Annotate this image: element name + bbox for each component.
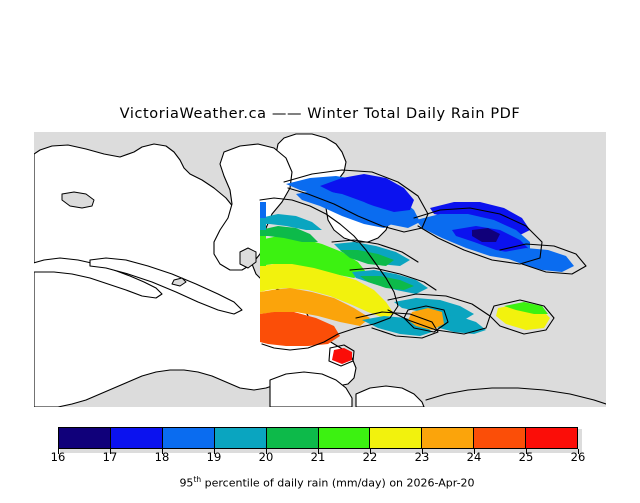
colorbar[interactable] (58, 427, 582, 453)
map-panel[interactable] (34, 132, 606, 407)
colorbar-label-23: 23 (414, 450, 430, 464)
contour-region-17-18-mayne (320, 174, 414, 212)
caption-prefix: 95 (179, 476, 194, 490)
colorbar-segment-23-24[interactable] (422, 428, 475, 448)
contour-region-23-24-saanich (260, 288, 370, 326)
colorbar-label-18: 18 (154, 450, 170, 464)
coast-southeast-teal (387, 293, 491, 335)
colorbar-segment-22-23[interactable] (370, 428, 423, 448)
colorbar-tick-24 (474, 449, 475, 454)
colorbar-shadow-right (578, 429, 582, 453)
contour-region-21-22-left-strip (260, 236, 266, 266)
contour-region-16-17-east-core (472, 228, 500, 242)
page-title: VictoriaWeather.ca —— Winter Total Daily… (119, 106, 521, 122)
colorbar-label-21: 21 (310, 450, 326, 464)
contour-region-25-26-trial-island (332, 348, 352, 364)
thin-island-chain-west (89, 257, 243, 315)
colorbar-segment-18-19[interactable] (162, 428, 215, 448)
contour-region-21-22-san-juan-edge (504, 302, 548, 314)
olympic-peninsula-landmass (269, 371, 353, 407)
colorbar-tick-21 (318, 449, 319, 454)
colorbar-segment-21-22[interactable] (318, 428, 371, 448)
coast-gulf-islands (331, 239, 419, 263)
contour-region-22-23-saanich (260, 264, 394, 318)
contour-region-18-19-east-tongue (504, 248, 574, 272)
coast-northeast-island (283, 169, 429, 233)
colorbar-tick-18 (162, 449, 163, 454)
colorbar-label-25: 25 (518, 450, 534, 464)
colorbar-segment-19-20[interactable] (214, 428, 267, 448)
colorbar-segments[interactable] (58, 427, 578, 449)
colorbar-tick-labels: 16 17 18 19 20 21 22 23 24 25 26 (0, 450, 640, 464)
coast-southeast-teal-2 (355, 311, 439, 339)
coast-far-east (499, 243, 587, 275)
colorbar-label-19: 19 (206, 450, 222, 464)
coast-east-islands (413, 207, 543, 265)
colorbar-tick-16 (58, 449, 59, 454)
contour-region-21-22-saanich (260, 236, 366, 278)
colorbar-segment-20-21[interactable] (266, 428, 319, 448)
colorbar-ticks (58, 449, 579, 455)
island-northeast-lake (239, 247, 257, 269)
colorbar-label-16: 16 (50, 450, 66, 464)
south-shore-east (355, 385, 425, 407)
contour-region-19-20-left-strip (260, 218, 266, 230)
contour-region-18-19-left-strip (260, 202, 266, 218)
coast-discovery-islet (403, 305, 449, 333)
colorbar-tick-26 (578, 449, 579, 454)
colorbar-tick-22 (370, 449, 371, 454)
colorbar-segment-17-18[interactable] (110, 428, 163, 448)
colorbar-tick-17 (110, 449, 111, 454)
coast-san-juan-islet (489, 299, 555, 335)
weather-map-page: VictoriaWeather.ca —— Winter Total Daily… (0, 106, 640, 490)
caption-rest: percentile of daily rain (mm/day) on 202… (201, 476, 475, 490)
vancouver-island-inlet (61, 191, 95, 209)
colorbar-label-24: 24 (466, 450, 482, 464)
contour-region-19-20-southeast-a (394, 298, 474, 320)
colorbar-shadow-bottom (60, 449, 580, 453)
colorbar-tick-23 (422, 449, 423, 454)
contour-region-20-21-sliver-a (260, 226, 318, 242)
colorbar-label-22: 22 (362, 450, 378, 464)
colorbar-tick-25 (526, 449, 527, 454)
coast-gulf-islands-2 (349, 267, 437, 291)
colorbar-segment-16-17[interactable] (59, 428, 111, 448)
colorbar-tick-19 (214, 449, 215, 454)
islet-tiny-west (171, 277, 187, 287)
colorbar-caption: 95th percentile of daily rain (mm/day) o… (0, 462, 640, 503)
contour-region-20-21-gulf-b (340, 250, 394, 266)
colorbar-label-20: 20 (258, 450, 274, 464)
colorbar-label-17: 17 (102, 450, 118, 464)
contour-region-24-25-victoria (260, 312, 340, 346)
colorbar-tick-20 (266, 449, 267, 454)
coast-saanich (259, 197, 399, 351)
contour-region-20-21-gulf-d (360, 276, 414, 290)
contour-region-19-20-sliver-b (260, 214, 322, 230)
map-canvas[interactable] (34, 132, 606, 407)
southeast-coast-line (425, 387, 606, 405)
colorbar-segment-25-26[interactable] (526, 428, 578, 448)
colorbar-segment-24-25[interactable] (474, 428, 527, 448)
contour-region-23-24-discovery-island (408, 308, 444, 330)
northwest-spit (34, 257, 163, 299)
colorbar-label-26: 26 (570, 450, 586, 464)
coast-trial-islet (328, 344, 355, 367)
